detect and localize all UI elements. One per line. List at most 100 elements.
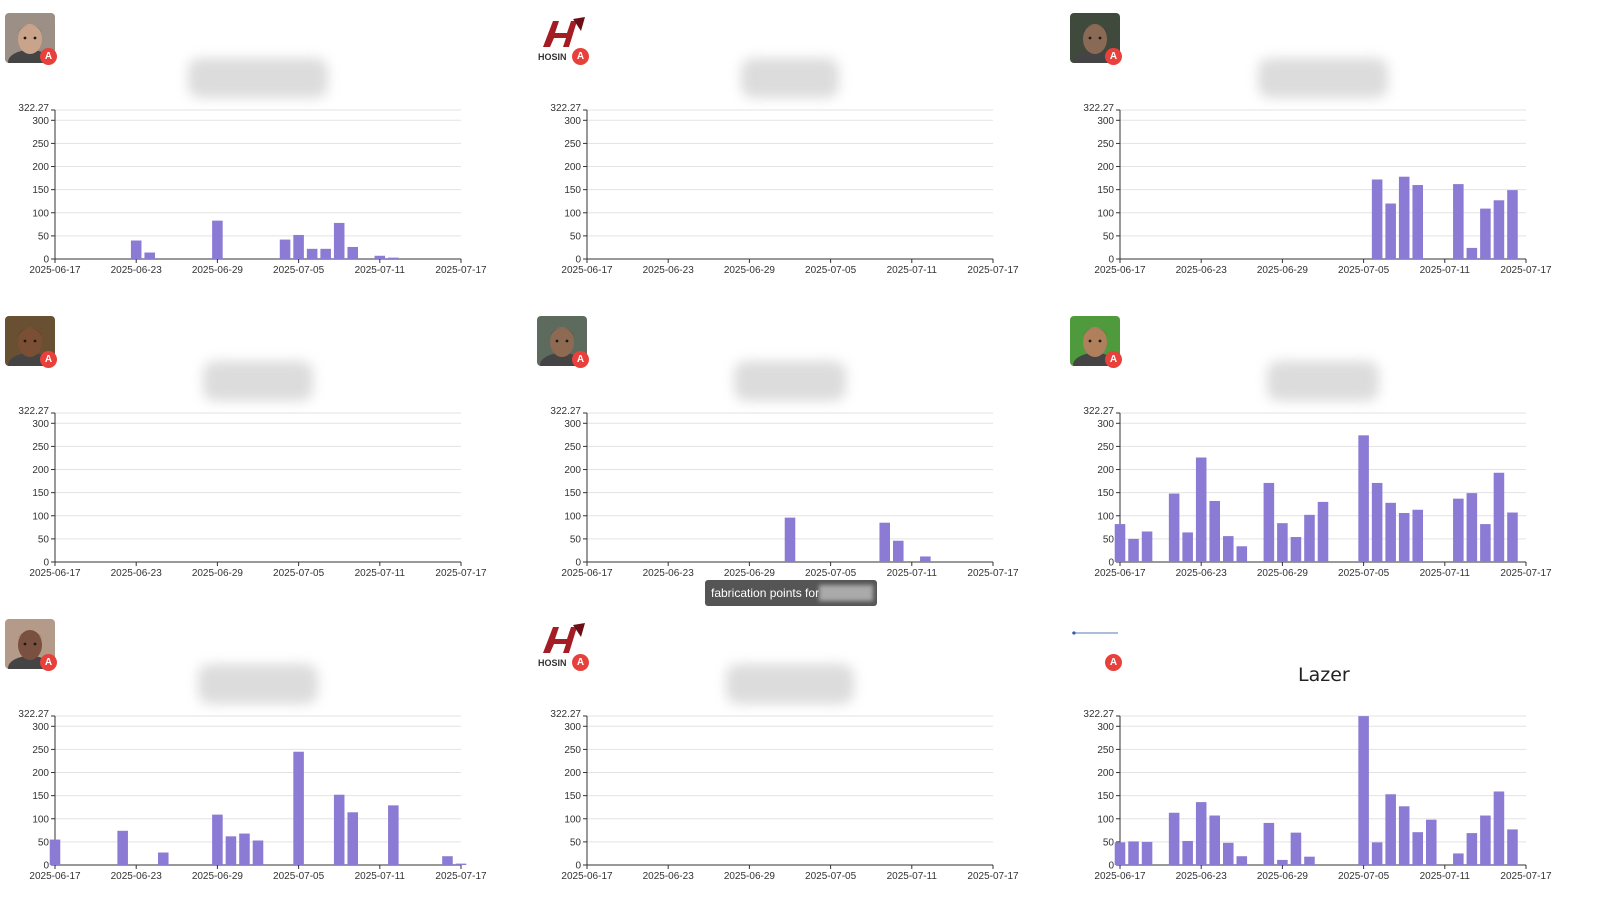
bar[interactable] <box>1168 493 1180 562</box>
bar[interactable] <box>333 794 345 865</box>
bar[interactable] <box>920 556 931 562</box>
bar[interactable] <box>1290 832 1302 865</box>
bar[interactable] <box>1182 840 1193 865</box>
bar[interactable] <box>1222 842 1234 865</box>
bar[interactable] <box>1371 842 1383 865</box>
bar[interactable] <box>892 540 904 562</box>
bar[interactable] <box>347 246 359 259</box>
bar[interactable] <box>1385 502 1396 562</box>
x-tick-label: 2025-06-17 <box>561 265 613 276</box>
bar[interactable] <box>455 863 467 865</box>
y-tick-label: 150 <box>32 488 49 499</box>
bar[interactable] <box>1168 812 1180 865</box>
panel-avatar[interactable]: HOSIN A <box>537 619 589 671</box>
chart-title-redacted <box>198 664 318 704</box>
bar[interactable] <box>239 833 250 865</box>
panel-avatar[interactable]: A <box>5 619 57 671</box>
bar[interactable] <box>347 812 359 865</box>
panel-avatar[interactable]: A <box>1070 619 1122 671</box>
bar[interactable] <box>1385 203 1396 259</box>
bar[interactable] <box>1209 815 1221 865</box>
bar[interactable] <box>1290 537 1302 562</box>
panel-avatar[interactable]: A <box>5 316 57 368</box>
panel-avatar[interactable]: A <box>1070 13 1122 65</box>
bar[interactable] <box>1141 531 1153 562</box>
bar[interactable] <box>333 222 345 259</box>
bar[interactable] <box>1236 546 1248 562</box>
bar[interactable] <box>1371 179 1383 259</box>
bar[interactable] <box>1358 435 1369 562</box>
bar[interactable] <box>1182 532 1193 562</box>
bar[interactable] <box>1425 819 1437 865</box>
bar[interactable] <box>1209 500 1221 562</box>
bar[interactable] <box>212 220 223 259</box>
bar[interactable] <box>1304 856 1315 865</box>
bar[interactable] <box>1480 815 1491 865</box>
bar[interactable] <box>1128 538 1139 562</box>
bar[interactable] <box>1304 514 1315 562</box>
bar[interactable] <box>1263 482 1275 562</box>
bar[interactable] <box>1141 841 1153 865</box>
chart-panel-4: A 0 50 100 150 200 250 300 322.27 2025-06-17 2025-… <box>0 303 532 605</box>
bar[interactable] <box>1263 822 1275 865</box>
bar[interactable] <box>1128 841 1139 865</box>
bar[interactable] <box>1371 482 1383 562</box>
bar[interactable] <box>1453 853 1464 865</box>
bar[interactable] <box>1466 833 1478 865</box>
y-tick-label: 150 <box>564 791 581 802</box>
bar[interactable] <box>1507 190 1518 259</box>
bar[interactable] <box>212 814 223 865</box>
bar[interactable] <box>1385 794 1396 865</box>
bar[interactable] <box>320 248 331 259</box>
bar[interactable] <box>49 839 61 865</box>
bar[interactable] <box>1453 498 1464 562</box>
bar[interactable] <box>252 840 264 865</box>
bar[interactable] <box>1493 200 1505 259</box>
bar[interactable] <box>388 257 399 259</box>
bar[interactable] <box>784 517 796 562</box>
bar[interactable] <box>1195 457 1207 562</box>
bar[interactable] <box>1222 536 1234 562</box>
bar-chart: 0 50 100 150 200 250 300 322.27 2025-06-17 2025-0… <box>550 103 1019 276</box>
bar[interactable] <box>1277 523 1288 562</box>
bar[interactable] <box>1412 509 1424 562</box>
bar[interactable] <box>279 239 291 259</box>
panel-avatar[interactable]: HOSIN A <box>537 13 589 65</box>
bar[interactable] <box>374 255 386 259</box>
bar[interactable] <box>293 751 304 865</box>
bar[interactable] <box>130 240 142 259</box>
bar[interactable] <box>1398 806 1410 865</box>
bar[interactable] <box>442 856 453 865</box>
bar[interactable] <box>117 830 128 865</box>
bar[interactable] <box>879 522 891 562</box>
bar[interactable] <box>1236 856 1248 865</box>
bar[interactable] <box>1493 791 1505 865</box>
bar[interactable] <box>1466 493 1478 562</box>
bar[interactable] <box>225 836 237 865</box>
bar[interactable] <box>388 805 399 865</box>
bar[interactable] <box>1480 524 1491 562</box>
bar[interactable] <box>1358 716 1369 865</box>
bar[interactable] <box>1114 842 1126 865</box>
bar[interactable] <box>1412 832 1424 865</box>
bar[interactable] <box>1277 859 1288 865</box>
bar[interactable] <box>1195 802 1207 865</box>
bar[interactable] <box>1317 501 1329 562</box>
panel-avatar[interactable]: A <box>5 13 57 65</box>
bar[interactable] <box>1480 208 1491 259</box>
bar[interactable] <box>1493 472 1505 562</box>
bar[interactable] <box>1398 512 1410 562</box>
bar[interactable] <box>157 852 169 865</box>
bar[interactable] <box>306 248 318 259</box>
panel-avatar[interactable]: A <box>537 316 589 368</box>
bar[interactable] <box>1507 829 1518 865</box>
bar[interactable] <box>144 252 156 259</box>
bar[interactable] <box>1114 524 1126 562</box>
panel-avatar[interactable]: A <box>1070 316 1122 368</box>
bar[interactable] <box>293 234 304 259</box>
bar[interactable] <box>1453 184 1464 259</box>
bar[interactable] <box>1507 512 1518 562</box>
bar[interactable] <box>1466 247 1478 259</box>
bar[interactable] <box>1398 176 1410 259</box>
bar[interactable] <box>1412 185 1424 259</box>
